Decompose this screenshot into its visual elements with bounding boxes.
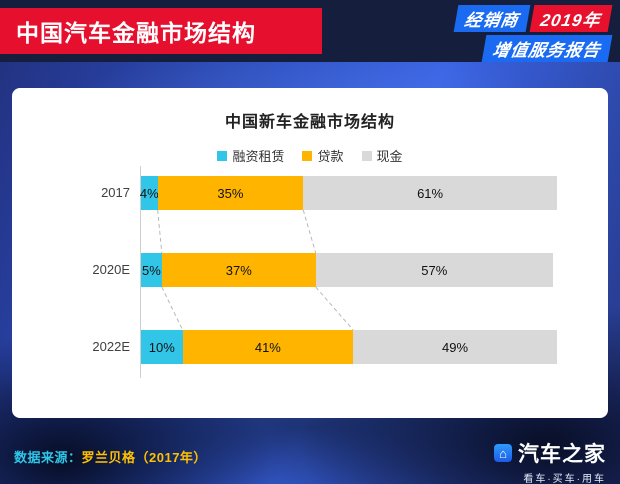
bar-row: 10% 41% 49% xyxy=(141,330,557,364)
bar-plot: 4% 35% 61% 5% 37% 57% 10% 41% 49% xyxy=(139,170,557,374)
legend-swatch xyxy=(302,150,313,161)
report-badge: 经销商 2019年 增值服务报告 xyxy=(453,5,613,62)
legend-swatch xyxy=(217,150,228,161)
bar-segment: 37% xyxy=(161,253,316,287)
category-label: 2020E xyxy=(92,262,130,277)
bar-value-label: 10% xyxy=(148,339,175,355)
bar-value-label: 41% xyxy=(254,339,281,355)
bar-segment: 49% xyxy=(353,330,557,364)
legend-item: 现金 xyxy=(361,146,403,165)
brand-logo: ⌂ 汽车之家 看车·买车·用车 xyxy=(494,438,606,484)
autohome-logo-icon: ⌂ xyxy=(494,444,512,462)
badge-year-label: 2019年 xyxy=(529,5,613,32)
report-badge-row-1: 经销商 2019年 xyxy=(453,5,613,32)
bar-row: 4% 35% 61% xyxy=(139,176,557,210)
report-badge-row-2: 增值服务报告 xyxy=(481,35,613,62)
bar-value-label: 5% xyxy=(142,262,161,278)
source-value: 罗兰贝格（2017年） xyxy=(81,450,207,465)
bar-segment: 61% xyxy=(303,176,557,210)
bar-segment: 41% xyxy=(182,330,354,364)
data-source: 数据来源：罗兰贝格（2017年） xyxy=(14,447,207,466)
connector-dashed-lines xyxy=(157,209,354,331)
page-title-plate: 中国汽车金融市场结构 xyxy=(0,8,322,54)
bar-segment: 35% xyxy=(157,176,304,210)
legend-label: 融资租赁 xyxy=(232,149,285,164)
brand-name: 汽车之家 xyxy=(518,443,606,466)
bar-segment: 10% xyxy=(141,330,183,364)
source-label: 数据来源： xyxy=(14,450,82,465)
brand-tagline: 看车·买车·用车 xyxy=(523,474,606,484)
bar-segment: 5% xyxy=(141,253,162,287)
bar-value-label: 4% xyxy=(139,185,159,201)
legend-swatch xyxy=(361,150,372,161)
bar-segment: 57% xyxy=(315,253,553,287)
badge-report-name: 增值服务报告 xyxy=(481,35,613,62)
legend-item: 融资租赁 xyxy=(217,146,284,165)
bar-value-label: 57% xyxy=(421,262,448,278)
category-labels: 2017 2020E 2022E xyxy=(12,170,130,374)
header: 中国汽车金融市场结构 经销商 2019年 增值服务报告 xyxy=(0,0,620,62)
chart-legend: 融资租赁 贷款 现金 xyxy=(12,146,608,165)
bar-segment: 4% xyxy=(139,176,159,210)
bar-value-label: 35% xyxy=(217,185,244,201)
bar-value-label: 61% xyxy=(417,185,444,201)
category-label: 2017 xyxy=(101,185,130,200)
chart-card: 中国新车金融市场结构 融资租赁 贷款 现金 2017 2020E 2022E 4% 35%… xyxy=(12,88,608,418)
y-axis-line xyxy=(140,166,141,378)
legend-label: 现金 xyxy=(376,149,403,164)
bar-row: 5% 37% 57% xyxy=(141,253,553,287)
badge-dealer-label: 经销商 xyxy=(453,5,531,32)
legend-item: 贷款 xyxy=(302,146,344,165)
bar-value-label: 37% xyxy=(225,262,252,278)
page-title: 中国汽车金融市场结构 xyxy=(16,20,256,46)
legend-label: 贷款 xyxy=(317,149,344,164)
brand-logo-row: ⌂ 汽车之家 xyxy=(494,438,606,468)
chart-title: 中国新车金融市场结构 xyxy=(224,114,395,131)
category-label: 2022E xyxy=(92,339,130,354)
bar-value-label: 49% xyxy=(442,339,469,355)
